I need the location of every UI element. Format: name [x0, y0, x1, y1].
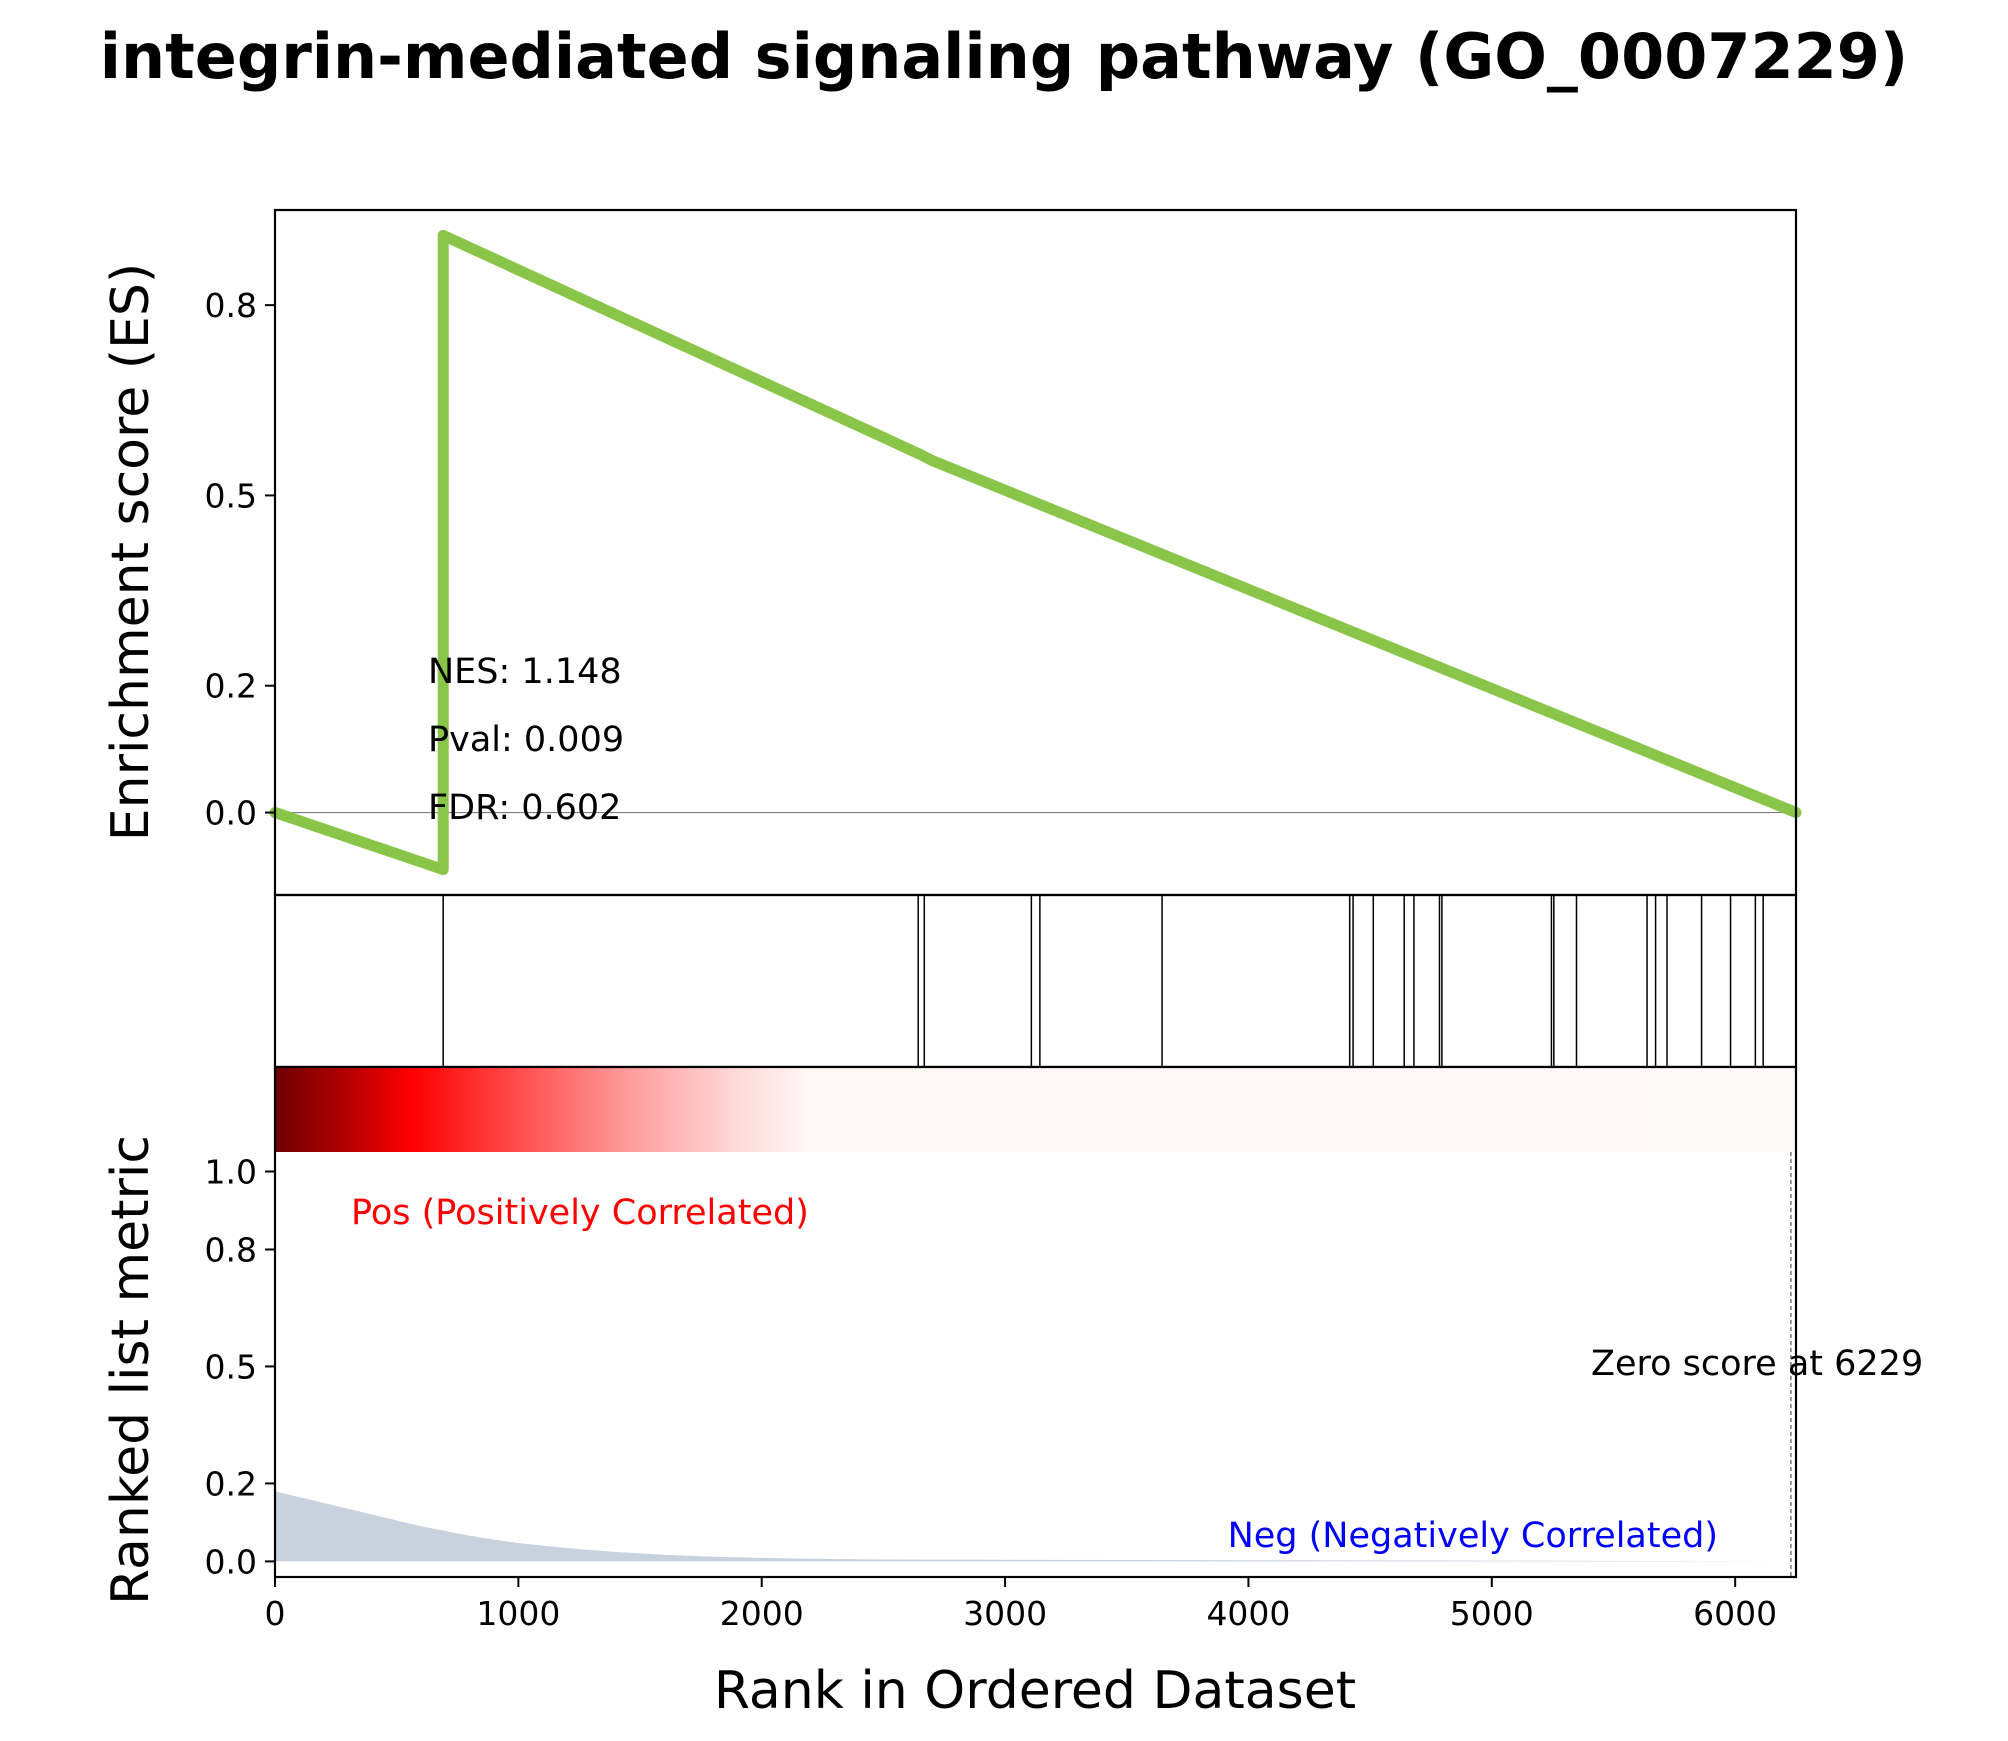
x-tick-label: 3000 — [963, 1594, 1047, 1633]
pos-label: Pos (Positively Correlated) — [351, 1193, 809, 1233]
x-tick-label: 4000 — [1206, 1594, 1290, 1633]
es-y-axis-label: Enrichment score (ES) — [101, 263, 161, 841]
x-tick-label: 6000 — [1693, 1594, 1777, 1633]
es-y-tick-label: 0.8 — [205, 286, 257, 325]
metric-y-tick-label: 0.5 — [205, 1347, 257, 1386]
x-tick-label: 0 — [265, 1594, 286, 1633]
gene-hits-panel — [273, 893, 1798, 1069]
metric-y-axis-label: Ranked list metric — [101, 1135, 161, 1605]
zero-score-label: Zero score at 6229 — [1591, 1344, 1923, 1384]
ranked-metric-panel: 0.0 0.2 0.5 0.8 1.0 0 1000 2000 3000 4000 5000 600… — [205, 1065, 1923, 1633]
es-y-tick-label: 0.2 — [205, 667, 257, 706]
enrichment-score-line — [269, 229, 1802, 876]
es-y-tick-label: 0.5 — [205, 476, 257, 515]
neg-label: Neg (Negatively Correlated) — [1228, 1516, 1718, 1556]
x-axis-label: Rank in Ordered Dataset — [714, 1661, 1356, 1721]
pval-stat: Pval: 0.009 — [428, 720, 624, 760]
chart-title: integrin-mediated signaling pathway (GO_… — [100, 20, 1909, 93]
metric-y-tick-label: 0.0 — [205, 1542, 257, 1581]
nes-stat: NES: 1.148 — [428, 652, 622, 692]
metric-panel-frame — [273, 1065, 1798, 1579]
fdr-stat: FDR: 0.602 — [428, 788, 621, 828]
x-tick-label: 2000 — [720, 1594, 804, 1633]
metric-y-tick-label: 0.2 — [205, 1464, 257, 1503]
ranked-metric-area — [275, 1491, 1791, 1562]
metric-y-tick-label: 0.8 — [205, 1230, 257, 1269]
hits-panel-frame — [273, 893, 1798, 1069]
rank-color-bar — [275, 1067, 1796, 1152]
es-y-tick-label: 0.0 — [205, 794, 257, 833]
x-tick-label: 1000 — [476, 1594, 560, 1633]
metric-y-tick-label: 1.0 — [205, 1152, 257, 1191]
enrichment-score-panel: 0.0 0.2 0.5 0.8 NES: 1.148 Pval: 0.009 FDR:… — [205, 208, 1802, 897]
x-tick-label: 5000 — [1450, 1594, 1534, 1633]
